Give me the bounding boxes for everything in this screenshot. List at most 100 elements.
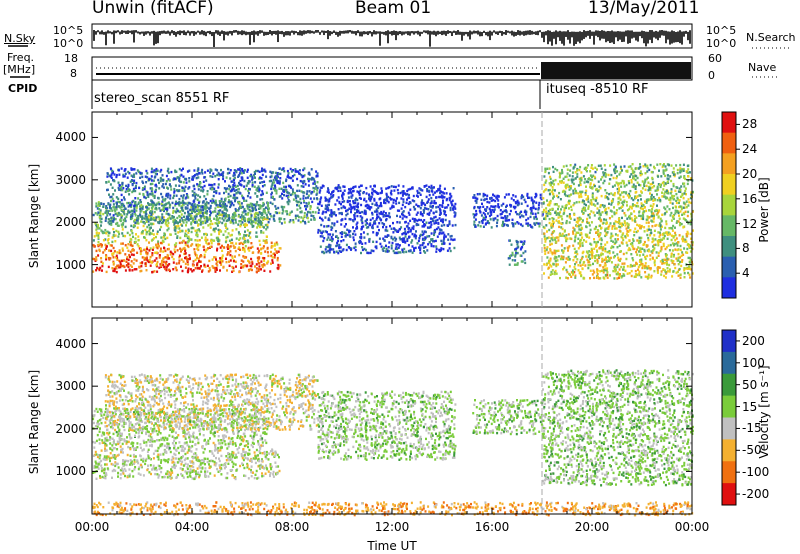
scatter-cell <box>156 260 159 264</box>
scatter-cell <box>195 215 198 218</box>
scatter-cell <box>296 194 299 198</box>
scatter-cell <box>196 267 199 270</box>
scatter-cell <box>218 210 221 214</box>
scatter-cell <box>175 170 178 173</box>
scatter-cell <box>166 209 168 212</box>
scatter-cell <box>443 223 446 227</box>
scatter-cell <box>217 186 220 189</box>
scatter-cell <box>197 224 199 227</box>
scatter-cell <box>133 268 136 271</box>
scatter-cell <box>132 262 135 265</box>
scatter-cell <box>561 232 564 236</box>
scatter-cell <box>192 269 195 272</box>
scatter-cell <box>153 259 156 262</box>
scatter-cell <box>154 203 157 207</box>
scatter-cell <box>106 212 109 215</box>
scatter-cell <box>126 176 129 179</box>
scatter-cell <box>124 269 127 272</box>
scatter-cell <box>136 169 139 172</box>
scatter-cell <box>419 234 422 238</box>
scatter-cell <box>529 223 532 227</box>
scatter-cell <box>167 167 170 171</box>
scatter-cell <box>117 169 120 172</box>
scatter-cell <box>554 238 557 241</box>
scatter-cell <box>520 260 523 263</box>
scatter-cell <box>672 224 675 228</box>
scatter-cell <box>151 191 154 195</box>
scatter-cell <box>453 246 456 250</box>
scatter-cell <box>419 211 422 214</box>
scatter-cell <box>632 238 634 241</box>
scatter-cell <box>639 259 641 262</box>
scatter-cell <box>367 251 370 255</box>
scatter-cell <box>145 264 147 267</box>
scatter-cell <box>633 204 636 207</box>
scatter-cell <box>684 267 687 270</box>
scatter-cell <box>678 217 681 220</box>
scatter-cell <box>348 207 351 210</box>
scatter-cell <box>544 170 547 174</box>
scatter-cell <box>296 208 299 211</box>
scatter-cell <box>417 195 419 198</box>
scatter-cell <box>224 240 227 244</box>
scatter-cell <box>516 240 518 243</box>
scatter-cell <box>142 181 145 185</box>
scatter-cell <box>399 251 402 254</box>
scatter-cell <box>181 196 184 199</box>
scatter-cell <box>92 270 95 273</box>
scatter-cell <box>119 218 122 221</box>
scatter-cell <box>372 222 375 225</box>
scatter-cell <box>275 250 278 253</box>
scatter-cell <box>401 239 404 243</box>
scatter-cell <box>684 210 687 213</box>
scatter-cell <box>130 260 133 263</box>
scatter-cell <box>102 251 105 254</box>
scatter-cell <box>302 175 305 178</box>
scatter-cell <box>362 231 365 234</box>
scatter-cell <box>165 174 168 178</box>
scatter-cell <box>233 212 236 215</box>
scatter-cell <box>273 198 276 201</box>
scatter-cell <box>384 235 387 238</box>
scatter-cell <box>150 214 153 218</box>
scatter-cell <box>285 191 288 194</box>
scatter-cell <box>240 176 243 179</box>
scatter-cell <box>341 232 344 235</box>
scatter-cell <box>378 222 381 225</box>
scatter-cell <box>272 178 275 182</box>
scatter-cell <box>653 243 656 247</box>
scatter-cell <box>616 175 618 178</box>
scatter-cell <box>426 235 429 238</box>
scatter-cell <box>261 263 264 267</box>
scatter-cell <box>441 242 444 246</box>
scatter-cell <box>232 203 235 207</box>
scatter-cell <box>548 228 551 232</box>
scatter-cell <box>254 206 257 209</box>
scatter-cell <box>660 183 662 186</box>
scatter-cell <box>662 261 665 265</box>
scatter-cell <box>270 187 273 191</box>
scatter-cell <box>169 185 172 188</box>
scatter-cell <box>358 185 361 189</box>
scatter-cell <box>99 214 101 218</box>
scatter-cell <box>401 194 404 197</box>
scatter-cell <box>95 249 98 253</box>
scatter-cell <box>549 240 552 243</box>
scatter-cell <box>155 169 157 172</box>
scatter-cell <box>432 193 435 196</box>
scatter-cell <box>567 233 570 236</box>
scatter-cell <box>174 210 177 213</box>
scatter-cell <box>239 216 242 219</box>
scatter-cell <box>165 223 168 227</box>
scatter-cell <box>283 170 286 173</box>
scatter-cell <box>113 231 115 234</box>
scatter-cell <box>435 247 438 251</box>
scatter-cell <box>237 215 240 218</box>
scatter-cell <box>532 206 535 210</box>
scatter-cell <box>640 217 643 220</box>
scatter-cell <box>454 202 457 206</box>
scatter-cell <box>108 256 111 260</box>
scatter-cell <box>492 193 494 196</box>
scatter-cell <box>586 197 589 200</box>
scatter-cell <box>114 212 117 216</box>
